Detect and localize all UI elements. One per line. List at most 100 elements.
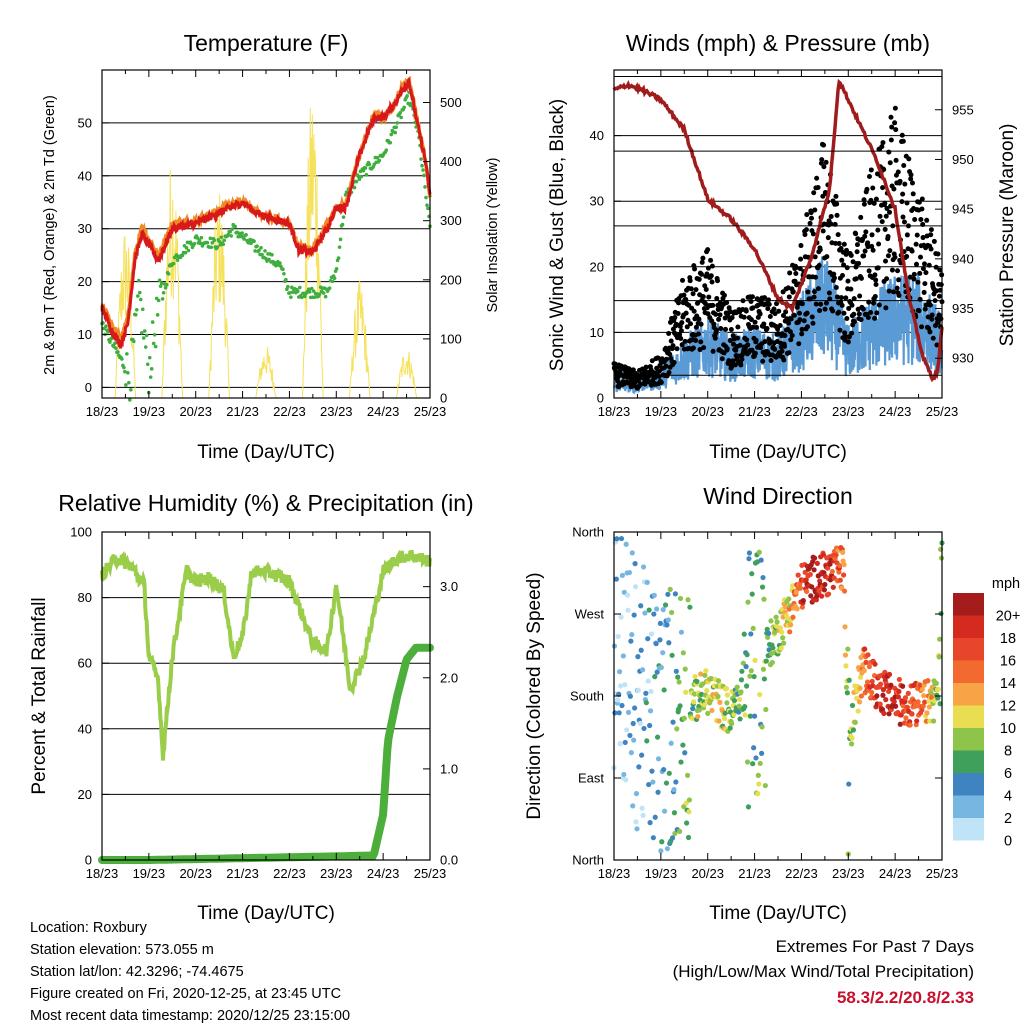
gust-point xyxy=(799,326,805,332)
extremes-heading: Extremes For Past 7 Days xyxy=(775,937,974,956)
wind-direction-point xyxy=(935,695,941,701)
dewpoint-point xyxy=(210,241,215,245)
wind-direction-point xyxy=(752,657,758,663)
wind-direction-point xyxy=(818,593,825,599)
legend-swatch xyxy=(953,705,984,728)
wind-direction-point xyxy=(631,612,637,618)
wind-direction-point xyxy=(683,689,689,695)
gust-point xyxy=(923,270,929,276)
wind-direction-point xyxy=(660,607,666,613)
wind-direction-point xyxy=(902,698,908,705)
gust-point xyxy=(709,263,715,269)
gust-point xyxy=(853,231,859,237)
dewpoint-point xyxy=(267,257,271,262)
gust-point xyxy=(789,333,795,339)
gust-point xyxy=(804,310,810,316)
gust-point xyxy=(871,200,877,206)
wind-direction-point xyxy=(635,654,641,660)
gust-point xyxy=(896,292,902,298)
wind-direction-point xyxy=(617,741,623,747)
gust-point xyxy=(781,357,787,363)
gust-point xyxy=(666,330,672,336)
wind-direction-point xyxy=(807,571,813,578)
legend-label: 10 xyxy=(1000,721,1016,737)
wind-direction-point xyxy=(670,719,676,725)
gust-point xyxy=(919,206,925,212)
dewpoint-point xyxy=(364,173,369,177)
gust-point xyxy=(861,253,867,259)
dewpoint-point xyxy=(125,352,129,356)
dewpoint-point xyxy=(282,271,286,276)
gust-point xyxy=(833,240,839,246)
wind-direction-point xyxy=(883,697,889,703)
wind-direction-point xyxy=(913,722,919,728)
wind-direction-point xyxy=(920,703,926,709)
gust-point xyxy=(895,268,901,274)
dewpoint-point xyxy=(352,185,357,190)
solar-insolation-line xyxy=(161,169,184,399)
x-tick-label: 25/23 xyxy=(414,866,447,881)
gust-point xyxy=(816,262,822,268)
gust-point xyxy=(870,300,876,306)
dewpoint-point xyxy=(205,240,210,245)
wind-direction-point xyxy=(833,552,839,558)
dewpoint-point xyxy=(363,166,368,170)
gust-point xyxy=(861,201,867,207)
gust-point xyxy=(761,321,767,327)
gust-point xyxy=(783,309,789,315)
dewpoint-point xyxy=(145,362,150,367)
gust-point xyxy=(812,254,818,260)
wind-direction-point xyxy=(630,720,636,727)
direction-title: Wind Direction xyxy=(703,483,853,509)
gust-point xyxy=(821,164,827,170)
gust-point xyxy=(811,289,817,295)
wind-direction-point xyxy=(928,690,934,696)
wind-direction-point xyxy=(905,690,911,696)
dewpoint-point xyxy=(222,238,227,243)
wind-direction-point xyxy=(878,681,884,687)
wind-direction-point xyxy=(744,683,750,689)
gust-point xyxy=(842,330,848,336)
wind-direction-point xyxy=(865,652,871,658)
dewpoint-point xyxy=(147,355,152,360)
wind-direction-point xyxy=(631,737,637,743)
gust-point xyxy=(875,265,881,271)
wind-direction-point xyxy=(683,800,689,806)
gust-point xyxy=(807,220,813,226)
gust-point xyxy=(813,274,819,280)
gust-point xyxy=(825,235,831,241)
wind-direction-point xyxy=(814,560,820,566)
dewpoint-point xyxy=(197,238,202,243)
winds-title: Winds (mph) & Pressure (mb) xyxy=(626,30,930,56)
wind-direction-point xyxy=(740,660,746,666)
wind-direction-point xyxy=(902,695,909,701)
legend-swatch xyxy=(953,750,984,773)
gust-point xyxy=(643,364,649,370)
wind-direction-point xyxy=(643,700,649,706)
wind-direction-point xyxy=(766,630,772,636)
gust-point xyxy=(681,292,687,298)
gust-point xyxy=(882,200,888,206)
gust-point xyxy=(762,339,768,345)
gust-point xyxy=(745,342,751,348)
wind-direction-point xyxy=(782,604,789,610)
gust-point xyxy=(723,326,729,332)
gust-point xyxy=(833,285,839,291)
gust-point xyxy=(854,249,860,255)
temperature-title: Temperature (F) xyxy=(184,30,349,56)
wind-direction-point xyxy=(635,687,641,693)
x-tick-label: 18/23 xyxy=(598,866,631,881)
wind-direction-point xyxy=(842,652,849,658)
wind-direction-point xyxy=(665,617,671,623)
gust-point xyxy=(913,241,919,247)
gust-point xyxy=(897,178,903,184)
y-tick-label: 30 xyxy=(590,194,604,209)
wind-direction-point xyxy=(746,556,752,562)
gust-point xyxy=(743,308,749,314)
wind-direction-point xyxy=(684,820,690,826)
wind-direction-point xyxy=(768,618,774,624)
info-latlon: Station lat/lon: 42.3296; -74.4675 xyxy=(30,964,244,980)
station-pressure-line xyxy=(612,78,944,383)
gust-point xyxy=(842,334,848,340)
dewpoint-point xyxy=(212,238,217,243)
